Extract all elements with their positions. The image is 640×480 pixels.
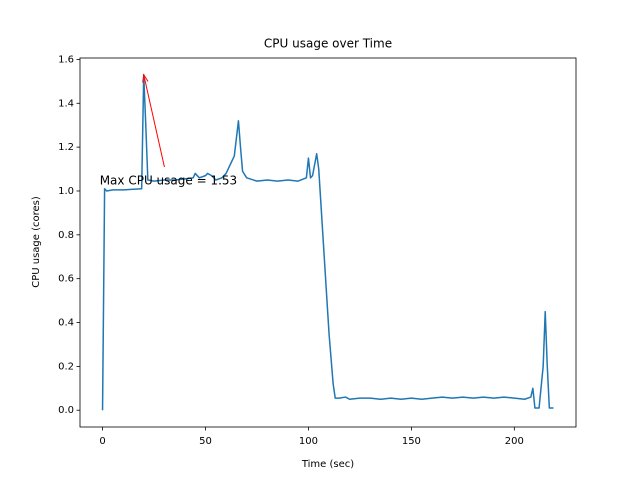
y-tick-label: 1.4 [58,98,74,109]
x-tick-label: 150 [402,436,421,447]
y-tick-label: 0.2 [58,361,74,372]
y-tick-label: 0.8 [58,230,74,241]
y-tick-label: 1.2 [58,142,74,153]
x-tick-label: 100 [299,436,318,447]
x-axis-label: Time (sec) [301,459,354,470]
y-tick-label: 0.6 [58,274,74,285]
y-tick-label: 1.0 [58,186,74,197]
y-tick-label: 0.4 [58,318,74,329]
x-tick-label: 200 [505,436,524,447]
chart-title: CPU usage over Time [264,37,392,51]
x-tick-label: 0 [99,436,105,447]
plot-frame [79,57,577,428]
annotation-arrowhead [142,73,149,83]
annotation-arrow [143,74,165,168]
data-line [101,74,554,411]
y-axis-label: CPU usage (cores) [31,196,42,288]
x-tick-label: 50 [199,436,212,447]
annotation-text: Max CPU usage = 1.53 [100,174,237,188]
y-tick-label: 0.0 [58,405,74,416]
y-tick-label: 1.6 [58,54,74,65]
